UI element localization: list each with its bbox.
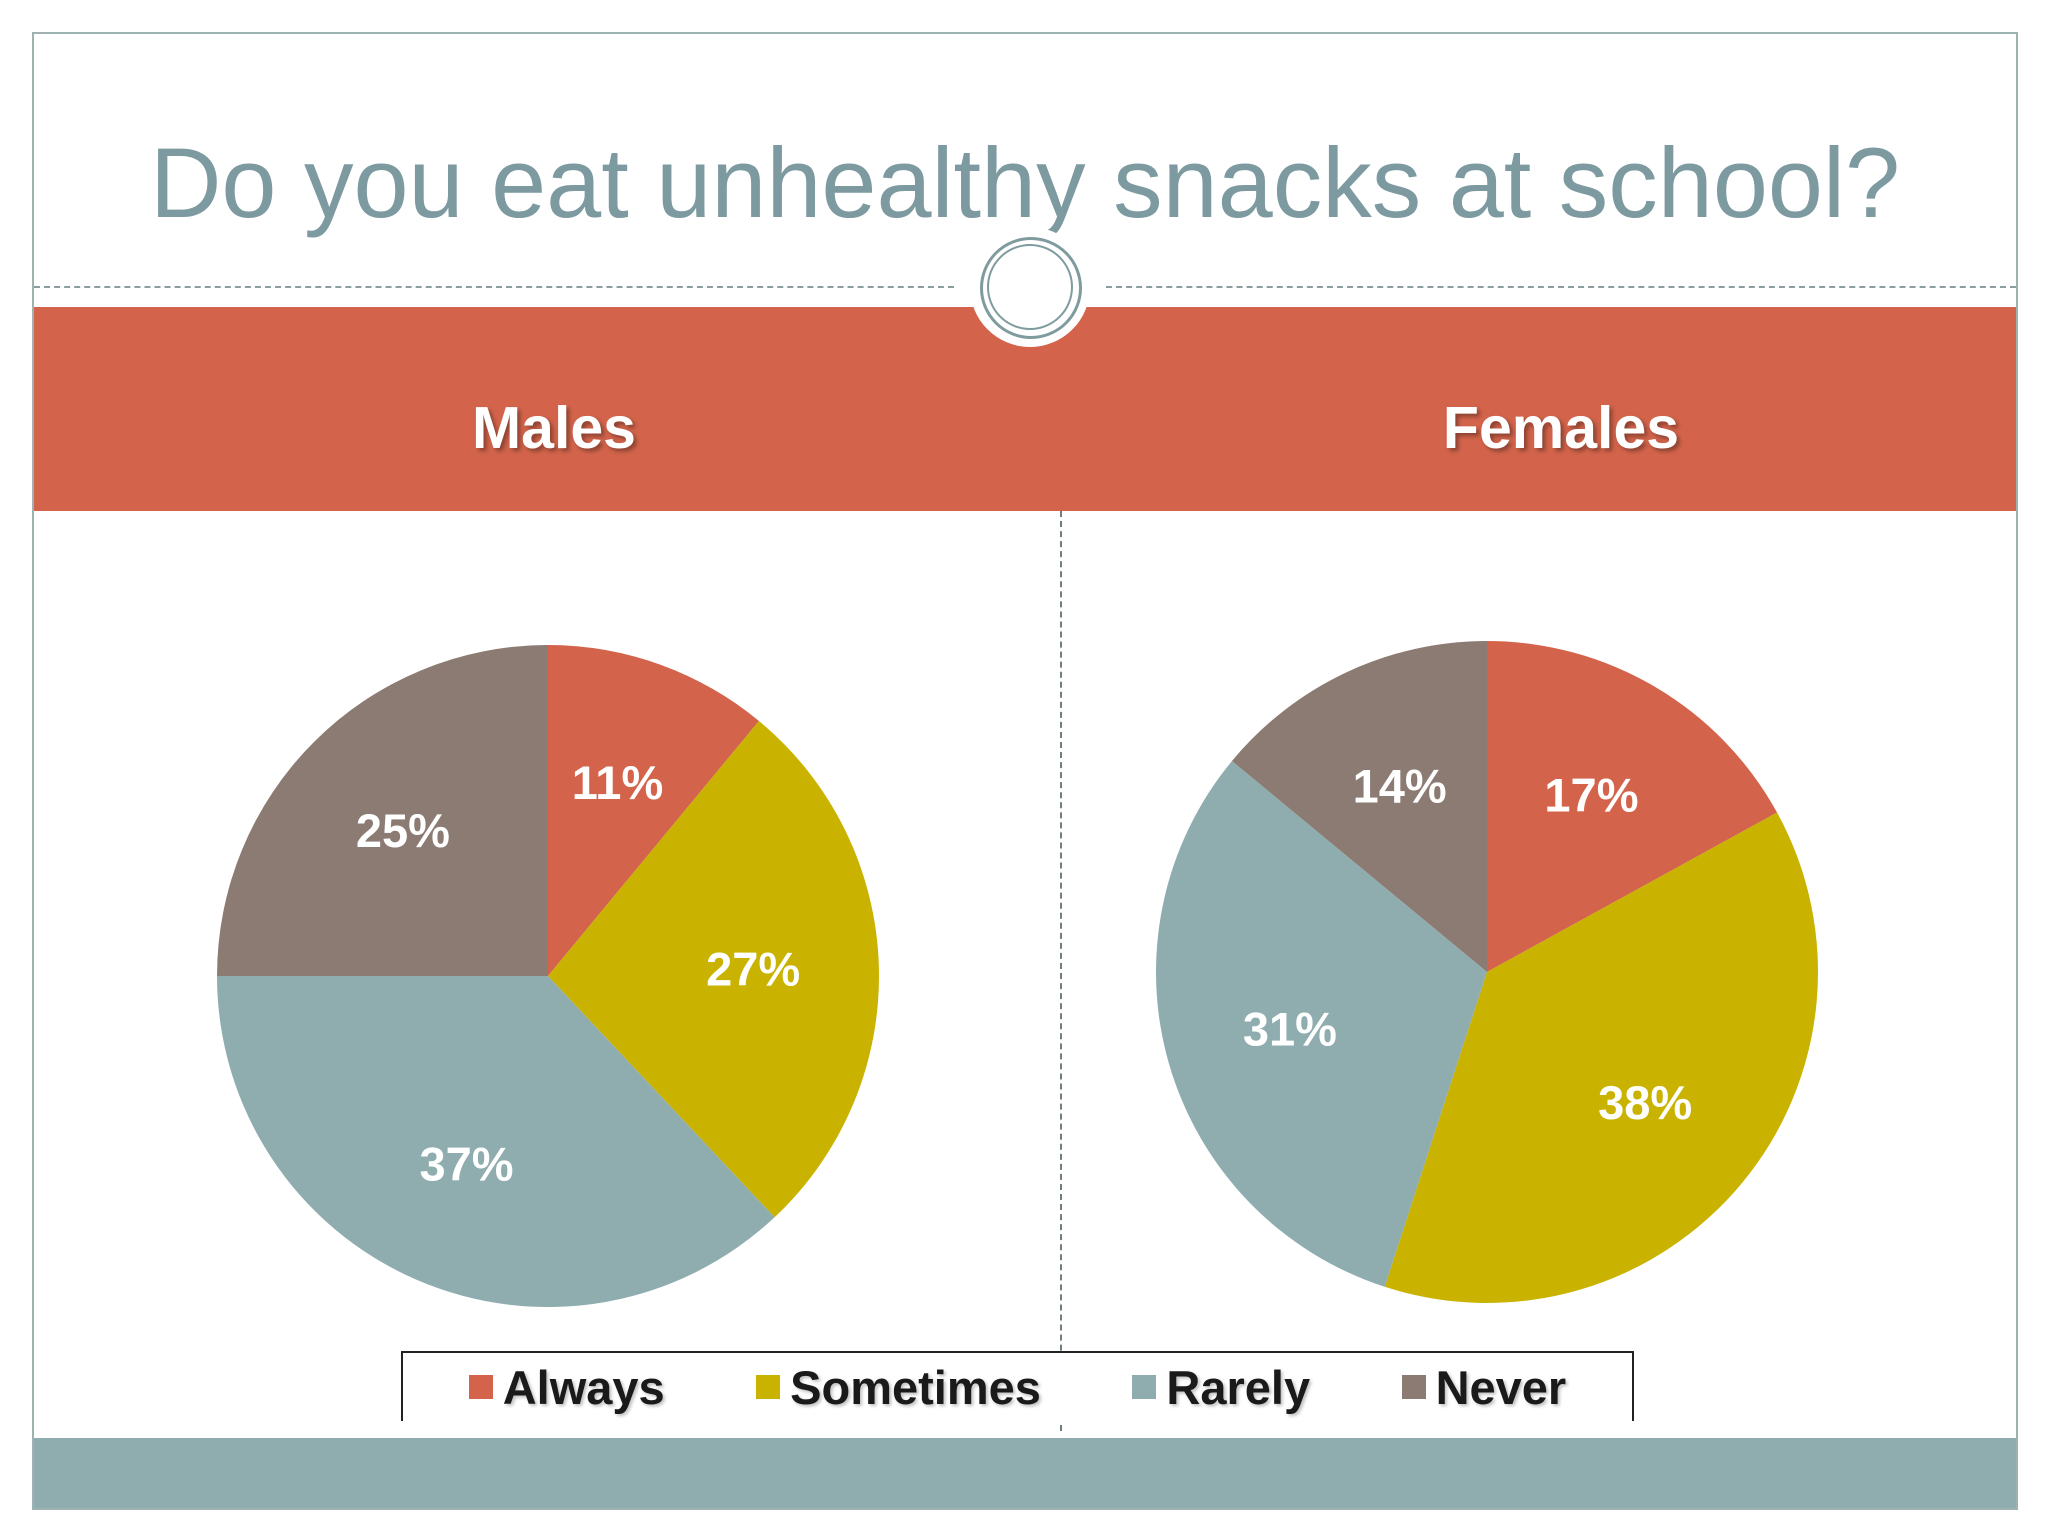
column-divider <box>1060 511 1062 1431</box>
males-label-sometimes: 27% <box>706 943 800 996</box>
legend-item-rarely: Rarely <box>1132 1360 1310 1415</box>
males-slice-never <box>217 645 548 976</box>
title-divider-left <box>34 286 954 288</box>
legend-swatch-always <box>468 1375 493 1399</box>
legend-swatch-sometimes <box>756 1375 781 1399</box>
males-slice-rarely <box>217 976 775 1307</box>
circle-ornament-icon <box>970 227 1090 347</box>
males-label-never: 25% <box>356 804 450 857</box>
legend-item-never: Never <box>1401 1360 1567 1415</box>
males-label-always: 11% <box>572 756 663 809</box>
footer-bar <box>34 1438 2016 1508</box>
legend-swatch-never <box>1401 1375 1426 1399</box>
chart-legend: Always Sometimes Rarely Never <box>401 1351 1634 1421</box>
legend-item-always: Always <box>468 1360 665 1415</box>
males-slice-sometimes <box>548 720 879 1218</box>
males-slice-always <box>548 645 759 976</box>
legend-label-rarely: Rarely <box>1166 1360 1311 1414</box>
females-heading: Females <box>1442 395 1680 461</box>
males-label-rarely: 37% <box>419 1137 513 1190</box>
legend-label-sometimes: Sometimes <box>790 1360 1041 1414</box>
title-divider-right <box>1106 286 2016 288</box>
legend-item-sometimes: Sometimes <box>756 1360 1041 1415</box>
legend-label-never: Never <box>1435 1360 1567 1414</box>
slide-title: Do you eat unhealthy snacks at school? <box>149 127 1901 238</box>
legend-label-always: Always <box>502 1360 665 1414</box>
males-heading: Males <box>472 395 636 461</box>
legend-swatch-rarely <box>1132 1375 1157 1399</box>
